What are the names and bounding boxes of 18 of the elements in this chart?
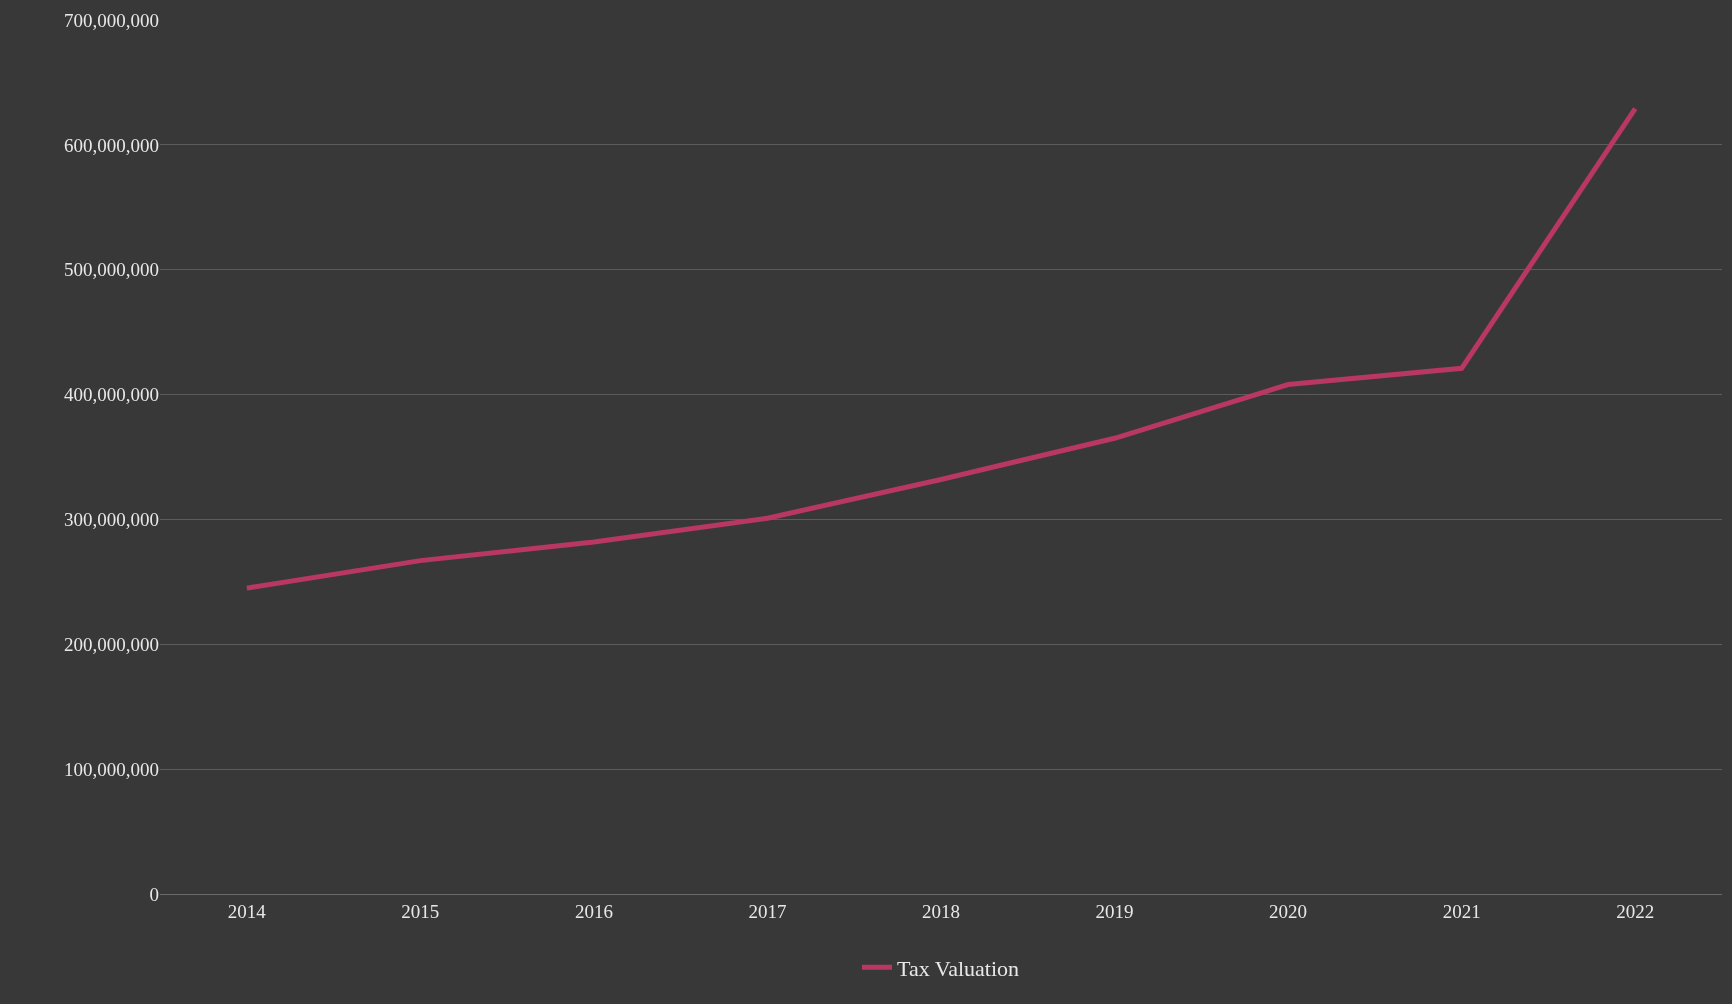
y-tick-label: 500,000,000: [64, 259, 159, 281]
x-tick-label: 2016: [574, 900, 613, 922]
x-tick-label: 2020: [1269, 900, 1308, 922]
x-tick-label: 2021: [1442, 900, 1481, 922]
y-tick-label: 300,000,000: [64, 509, 159, 531]
y-tick-label: 600,000,000: [64, 134, 159, 156]
x-tick-label: 2018: [922, 900, 960, 922]
x-tick-label: 2022: [1616, 900, 1655, 922]
y-tick-label: 0: [149, 883, 159, 905]
x-tick-label: 2014: [227, 900, 267, 922]
legend-label: Tax Valuation: [897, 955, 1020, 981]
x-tick-label: 2019: [1095, 900, 1134, 922]
y-tick-label: 200,000,000: [64, 633, 159, 655]
y-tick-label: 700,000,000: [64, 9, 159, 31]
y-tick-label: 100,000,000: [64, 758, 159, 780]
x-tick-label: 2017: [748, 900, 787, 922]
y-tick-label: 400,000,000: [64, 384, 159, 406]
x-tick-label: 2015: [401, 900, 440, 922]
